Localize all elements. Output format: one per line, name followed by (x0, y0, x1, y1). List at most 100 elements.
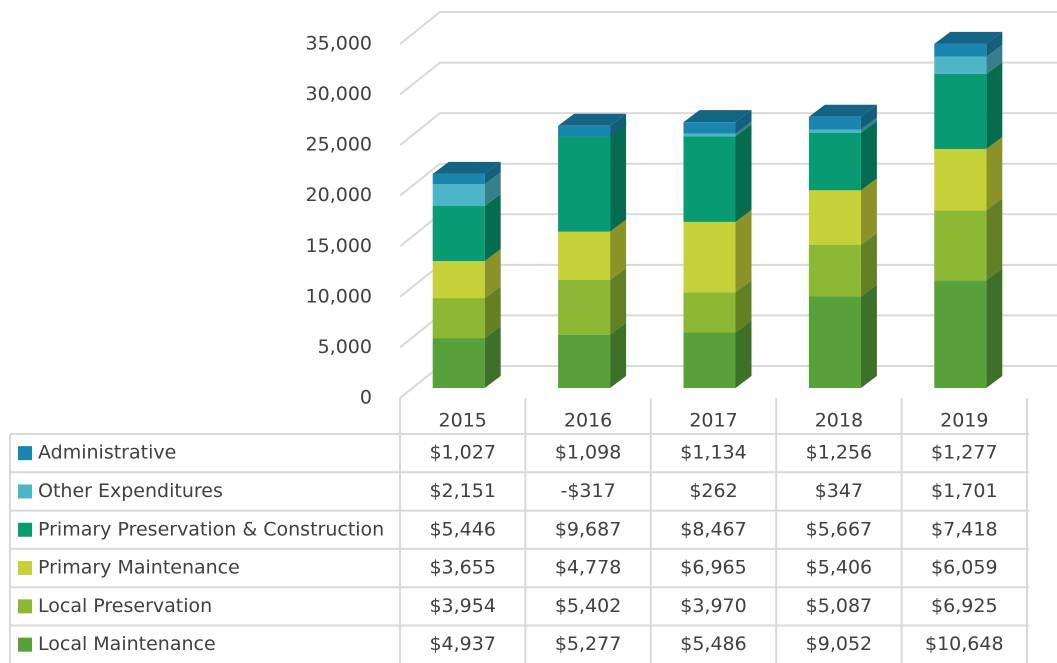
x-tick-label: 2015 (439, 410, 487, 432)
bar-segment (934, 73, 987, 149)
bar-top (432, 161, 501, 174)
bar-side (860, 104, 877, 130)
table-value: $3,954 (429, 595, 495, 617)
bar-side (735, 110, 752, 134)
bar-side (986, 31, 1003, 57)
table-value: $2,151 (429, 480, 495, 502)
bar-segment (432, 298, 485, 339)
bar-segment (432, 206, 485, 262)
y-tick-label: 10,000 (306, 285, 372, 307)
bar-segment (558, 125, 611, 137)
y-tick-label: 20,000 (306, 184, 372, 206)
bar-side (735, 320, 752, 388)
legend-label: Local Preservation (38, 595, 212, 617)
bar-segment (558, 133, 611, 232)
bar-side (484, 172, 501, 207)
bar-segment (683, 292, 736, 333)
bar-segment (558, 334, 611, 388)
legend-label: Local Maintenance (38, 633, 216, 655)
table-value: $5,402 (555, 595, 621, 617)
bar-segment (808, 116, 861, 130)
table-value: $5,486 (680, 633, 746, 655)
table-value: $1,701 (931, 480, 997, 502)
bar-segment (808, 190, 861, 245)
table-value: $9,687 (555, 518, 621, 540)
x-tick-label: 2016 (564, 410, 612, 432)
legend-swatch (18, 637, 32, 652)
bar-side (610, 121, 627, 232)
bar-segment (808, 296, 861, 388)
bar-side (986, 198, 1003, 281)
bar-segment (934, 43, 987, 57)
bar-side (735, 121, 752, 137)
legend-label: Other Expenditures (38, 480, 223, 502)
table-value: $347 (815, 480, 863, 502)
table-value: $7,418 (931, 518, 997, 540)
table-value: $5,667 (806, 518, 872, 540)
bar-segment (432, 261, 485, 299)
bar-side (484, 249, 501, 299)
bar-side (860, 117, 877, 133)
bar-side (986, 268, 1003, 388)
grid-line (399, 11, 1057, 45)
bar-side (860, 284, 877, 388)
legend-swatch (18, 561, 32, 576)
bar-segment (683, 332, 736, 388)
bar-side (735, 124, 752, 222)
bar-segment (432, 173, 485, 185)
table-value: $5,087 (806, 595, 872, 617)
y-tick-label: 0 (360, 387, 372, 409)
x-tick-label: 2017 (689, 410, 737, 432)
bar-side (735, 280, 752, 333)
table-value: $8,467 (680, 518, 746, 540)
y-tick-label: 35,000 (306, 33, 372, 55)
bar-top (558, 113, 627, 126)
table-value: $1,277 (931, 442, 997, 464)
bar-top (934, 31, 1003, 44)
table-value: $6,059 (931, 557, 997, 579)
table-value: $3,970 (680, 595, 746, 617)
bar-top (808, 104, 877, 117)
table-value: $1,098 (555, 442, 621, 464)
bar-segment (808, 129, 861, 133)
table-value: $6,965 (680, 557, 746, 579)
x-tick-label: 2018 (815, 410, 863, 432)
table-value: $9,052 (806, 633, 872, 655)
y-tick-label: 25,000 (306, 134, 372, 156)
bar-segment (432, 338, 485, 388)
grid-line (399, 61, 1057, 96)
table-value: $4,937 (429, 633, 495, 655)
bar-side (610, 267, 627, 335)
bar-side (610, 113, 627, 137)
table-value: $5,277 (555, 633, 621, 655)
bar-side (484, 286, 501, 339)
table-value: $4,778 (555, 557, 621, 579)
bar-side (986, 44, 1003, 74)
table-value: $3,655 (429, 557, 495, 579)
bar-segment (808, 132, 861, 191)
table-value: $5,446 (429, 518, 495, 540)
y-tick-label: 15,000 (306, 235, 372, 257)
bar-side (986, 61, 1003, 149)
bar-segment (432, 184, 485, 207)
table-value: $10,648 (925, 633, 1004, 655)
bar-side (610, 322, 627, 388)
bar-side (860, 178, 877, 245)
table-value: $6,925 (931, 595, 997, 617)
table-value: $1,256 (806, 442, 872, 464)
bar-segment (934, 148, 987, 211)
bar-side (860, 120, 877, 191)
bar-side (484, 194, 501, 262)
legend-swatch (18, 446, 32, 461)
bar-segment (683, 133, 736, 137)
legend-swatch (18, 522, 32, 537)
legend-label: Primary Maintenance (38, 557, 240, 579)
bar-side (484, 326, 501, 388)
y-tick-label: 5,000 (318, 336, 372, 358)
legend-label: Primary Preservation & Construction (38, 518, 384, 540)
x-tick-label: 2019 (940, 410, 988, 432)
bar-side (986, 136, 1003, 211)
legend-label: Administrative (38, 442, 176, 464)
bar-segment (558, 231, 611, 280)
